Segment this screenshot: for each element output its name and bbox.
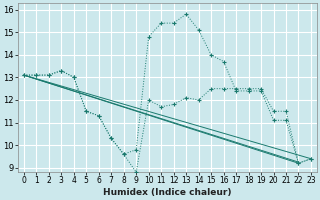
X-axis label: Humidex (Indice chaleur): Humidex (Indice chaleur) — [103, 188, 232, 197]
